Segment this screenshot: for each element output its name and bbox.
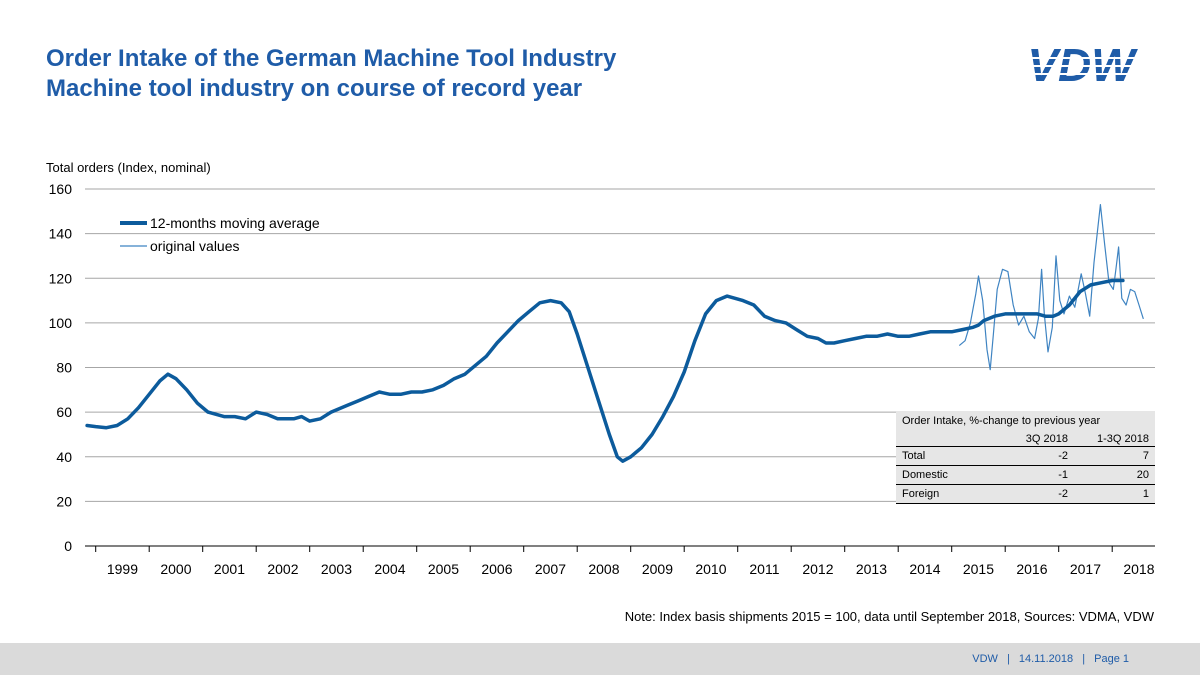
series-line-original-values — [959, 204, 1144, 371]
y-tick-label: 120 — [49, 270, 73, 286]
series-lines — [85, 204, 1144, 463]
x-tick-label: 2002 — [267, 561, 298, 577]
x-tick-label: 2011 — [749, 561, 779, 577]
row-label: Foreign — [902, 488, 940, 500]
y-axis-label: Total orders (Index, nominal) — [46, 160, 211, 175]
y-tick-label: 160 — [49, 181, 73, 197]
row-ytd: 20 — [1136, 469, 1149, 481]
logo-text: VDW — [1027, 44, 1138, 84]
x-tick-label: 2012 — [802, 561, 833, 577]
x-tick-label: 2017 — [1070, 561, 1101, 577]
x-tick-label: 2018 — [1123, 561, 1154, 577]
source-note: Note: Index basis shipments 2015 = 100, … — [624, 609, 1154, 624]
x-tick-label: 2005 — [428, 561, 459, 577]
footer-org: VDW — [972, 653, 998, 665]
x-tick-label: 2007 — [535, 561, 566, 577]
x-tick-label: 2010 — [695, 561, 726, 577]
x-tick-label: 2014 — [909, 561, 940, 577]
x-tick-label: 2013 — [856, 561, 887, 577]
footer-text: VDW | 14.11.2018 | Page 1 — [969, 653, 1132, 665]
footer-sep-2: | — [1082, 653, 1086, 665]
row-label: Total — [902, 450, 926, 462]
x-tick-label: 2015 — [963, 561, 994, 577]
y-tick-labels: 0 20 40 60 80 100 120 140 160 — [49, 181, 73, 554]
y-tick-label: 40 — [56, 449, 72, 465]
x-tick-label: 2016 — [1016, 561, 1047, 577]
x-tick-label: 2009 — [642, 561, 673, 577]
table-row: Domestic -1 20 — [896, 466, 1155, 485]
y-tick-label: 0 — [64, 538, 72, 554]
legend: 12-months moving average original values — [120, 215, 320, 254]
x-tick-label: 1999 — [107, 561, 138, 577]
y-tick-label: 20 — [56, 493, 72, 509]
y-tick-label: 140 — [49, 226, 73, 242]
table-row: Total -2 7 — [896, 447, 1155, 466]
footer-bar: VDW | 14.11.2018 | Page 1 — [0, 643, 1200, 675]
row-ytd: 7 — [1142, 450, 1149, 462]
table-caption: Order Intake, %-change to previous year — [902, 415, 1101, 427]
page-title: Order Intake of the German Machine Tool … — [46, 44, 616, 104]
table-header-row: 3Q 2018 1-3Q 2018 — [896, 431, 1155, 447]
footer-page: Page 1 — [1094, 653, 1129, 665]
table-row: Foreign -2 1 — [896, 485, 1155, 504]
footer-date: 14.11.2018 — [1018, 653, 1074, 665]
x-tick-labels: 1999 2000 2001 2002 2003 2004 2005 2006 2007 2008… — [95, 546, 1155, 577]
x-tick-label: 2003 — [321, 561, 352, 577]
x-tick-label: 2006 — [481, 561, 512, 577]
legend-label-original: original values — [150, 238, 240, 254]
y-tick-label: 60 — [56, 404, 72, 420]
x-tick-label: 2004 — [374, 561, 405, 577]
x-tick-label: 2008 — [588, 561, 619, 577]
table-header-ytd: 1-3Q 2018 — [1097, 432, 1149, 445]
table-header-3q: 3Q 2018 — [1025, 432, 1068, 445]
row-3q: -1 — [1058, 469, 1068, 481]
title-line-2: Machine tool industry on course of recor… — [46, 75, 583, 102]
x-tick-label: 2000 — [160, 561, 191, 577]
legend-label-moving-average: 12-months moving average — [150, 215, 320, 231]
y-tick-label: 80 — [56, 360, 72, 376]
y-tick-label: 100 — [49, 315, 73, 331]
row-3q: -2 — [1058, 488, 1068, 500]
row-label: Domestic — [902, 469, 948, 481]
x-tick-label: 2001 — [214, 561, 245, 577]
series-line-moving-average — [85, 278, 1125, 463]
vdw-logo: VDW — [1008, 44, 1155, 84]
row-ytd: 1 — [1142, 488, 1149, 500]
row-3q: -2 — [1058, 450, 1068, 462]
footer-sep-1: | — [1006, 653, 1010, 665]
title-line-1: Order Intake of the German Machine Tool … — [46, 45, 617, 72]
change-table: Order Intake, %-change to previous year … — [896, 411, 1155, 504]
